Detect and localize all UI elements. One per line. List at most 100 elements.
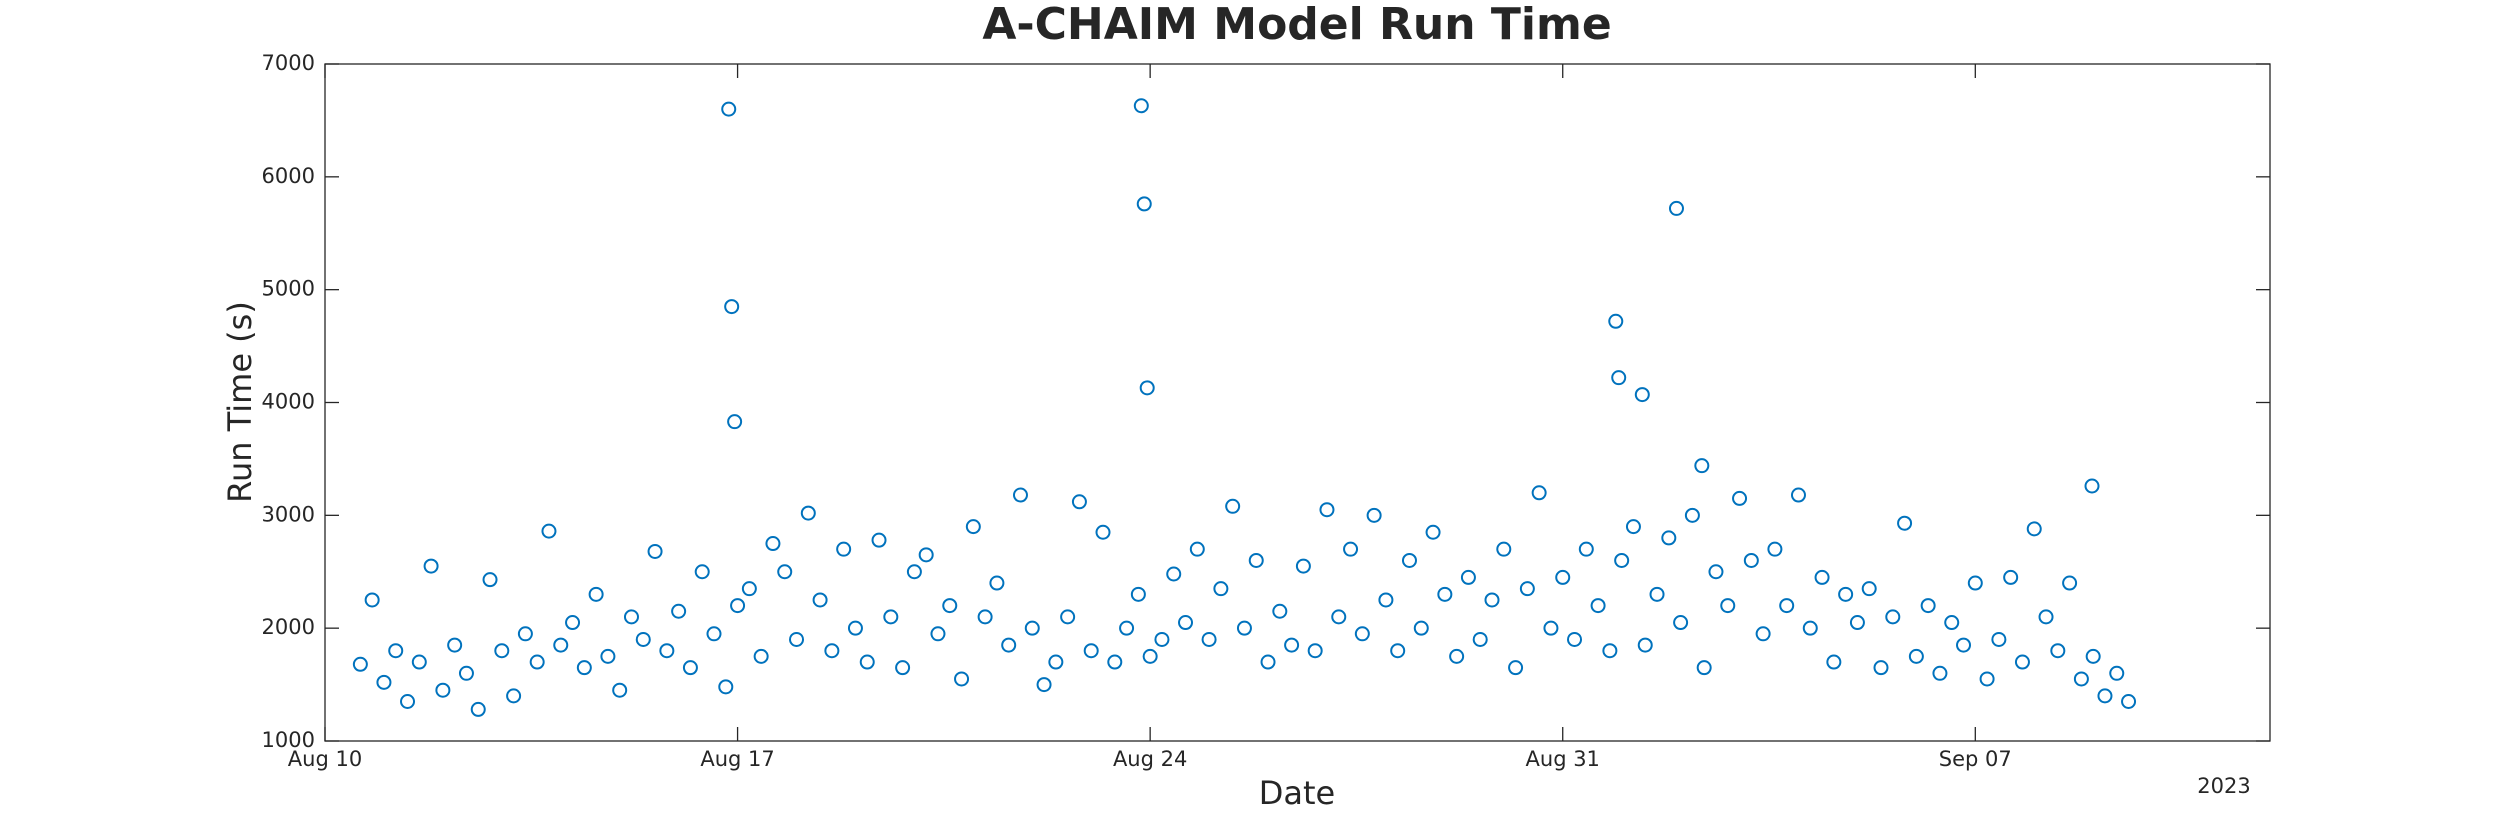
data-point bbox=[1861, 581, 1877, 597]
data-point bbox=[724, 299, 740, 315]
data-point bbox=[1295, 558, 1311, 574]
data-point bbox=[1508, 660, 1524, 676]
data-point bbox=[1826, 654, 1842, 670]
x-tick-label: Sep 07 bbox=[1939, 747, 2012, 771]
data-point bbox=[1614, 552, 1630, 568]
data-point bbox=[2097, 688, 2113, 704]
data-point bbox=[730, 598, 746, 614]
data-point bbox=[2121, 694, 2137, 710]
data-point bbox=[1908, 648, 1924, 664]
data-point bbox=[1602, 643, 1618, 659]
x-tick-label: Aug 24 bbox=[1113, 747, 1187, 771]
y-tick-label: 1000 bbox=[262, 728, 315, 752]
data-point bbox=[1755, 626, 1771, 642]
data-point bbox=[954, 671, 970, 687]
data-point bbox=[1838, 586, 1854, 602]
data-point bbox=[977, 609, 993, 625]
y-tick-label: 2000 bbox=[262, 615, 315, 639]
data-point bbox=[541, 523, 557, 539]
data-point bbox=[1319, 502, 1335, 518]
data-point bbox=[965, 519, 981, 535]
data-point bbox=[1260, 654, 1276, 670]
data-point bbox=[1611, 370, 1627, 386]
data-point bbox=[706, 626, 722, 642]
data-point bbox=[2084, 478, 2100, 494]
data-point bbox=[824, 643, 840, 659]
data-point bbox=[1284, 637, 1300, 653]
y-tick-label: 3000 bbox=[262, 502, 315, 526]
plot-frame bbox=[324, 63, 2271, 742]
data-point bbox=[989, 575, 1005, 591]
data-point bbox=[659, 643, 675, 659]
data-point bbox=[529, 654, 545, 670]
data-point bbox=[741, 581, 757, 597]
data-point bbox=[423, 558, 439, 574]
data-point bbox=[1496, 541, 1512, 557]
data-point bbox=[871, 532, 887, 548]
data-point bbox=[895, 660, 911, 676]
data-point bbox=[1555, 569, 1571, 585]
data-point bbox=[411, 654, 427, 670]
data-point bbox=[1634, 387, 1650, 403]
data-point bbox=[1401, 552, 1417, 568]
data-point bbox=[1649, 586, 1665, 602]
data-point bbox=[1802, 620, 1818, 636]
data-point bbox=[1343, 541, 1359, 557]
data-point bbox=[1136, 196, 1152, 212]
data-point bbox=[1139, 380, 1155, 396]
data-point bbox=[942, 598, 958, 614]
data-point bbox=[1673, 615, 1689, 631]
data-point bbox=[1661, 530, 1677, 546]
data-point bbox=[1307, 643, 1323, 659]
data-point bbox=[1366, 507, 1382, 523]
data-point bbox=[1578, 541, 1594, 557]
data-point bbox=[1460, 569, 1476, 585]
data-point bbox=[1142, 648, 1158, 664]
data-point bbox=[1248, 552, 1264, 568]
data-point bbox=[1767, 541, 1783, 557]
data-point bbox=[765, 536, 781, 552]
data-point bbox=[1166, 566, 1182, 582]
data-point bbox=[1012, 487, 1028, 503]
data-point bbox=[376, 674, 392, 690]
data-point bbox=[1178, 615, 1194, 631]
y-tick-label: 6000 bbox=[262, 164, 315, 188]
data-point bbox=[682, 660, 698, 676]
data-point bbox=[447, 637, 463, 653]
data-point bbox=[1071, 494, 1087, 510]
data-point bbox=[470, 701, 486, 717]
x-year-label: 2023 bbox=[2197, 774, 2250, 798]
x-tick-label: Aug 10 bbox=[288, 747, 362, 771]
data-point bbox=[2026, 521, 2042, 537]
data-point bbox=[2050, 643, 2066, 659]
data-point bbox=[1967, 575, 1983, 591]
data-point bbox=[1932, 665, 1948, 681]
data-point bbox=[1213, 581, 1229, 597]
data-point bbox=[1083, 643, 1099, 659]
data-point bbox=[1472, 631, 1488, 647]
data-point bbox=[1567, 631, 1583, 647]
data-point bbox=[1048, 654, 1064, 670]
data-point bbox=[1531, 485, 1547, 501]
data-point bbox=[1189, 541, 1205, 557]
data-point bbox=[1331, 609, 1347, 625]
data-point bbox=[1390, 643, 1406, 659]
data-point bbox=[388, 643, 404, 659]
data-point bbox=[694, 564, 710, 580]
data-point bbox=[1743, 552, 1759, 568]
data-point bbox=[2062, 575, 2078, 591]
data-point bbox=[612, 682, 628, 698]
data-point bbox=[2085, 648, 2101, 664]
data-point bbox=[1684, 507, 1700, 523]
data-point bbox=[727, 414, 743, 430]
data-point bbox=[1608, 313, 1624, 329]
data-point bbox=[1543, 620, 1559, 636]
data-point bbox=[1732, 490, 1748, 506]
data-point bbox=[777, 564, 793, 580]
data-point bbox=[1378, 592, 1394, 608]
data-point bbox=[623, 609, 639, 625]
data-point bbox=[494, 643, 510, 659]
data-point bbox=[1979, 671, 1995, 687]
data-point bbox=[1036, 677, 1052, 693]
data-point bbox=[1236, 620, 1252, 636]
